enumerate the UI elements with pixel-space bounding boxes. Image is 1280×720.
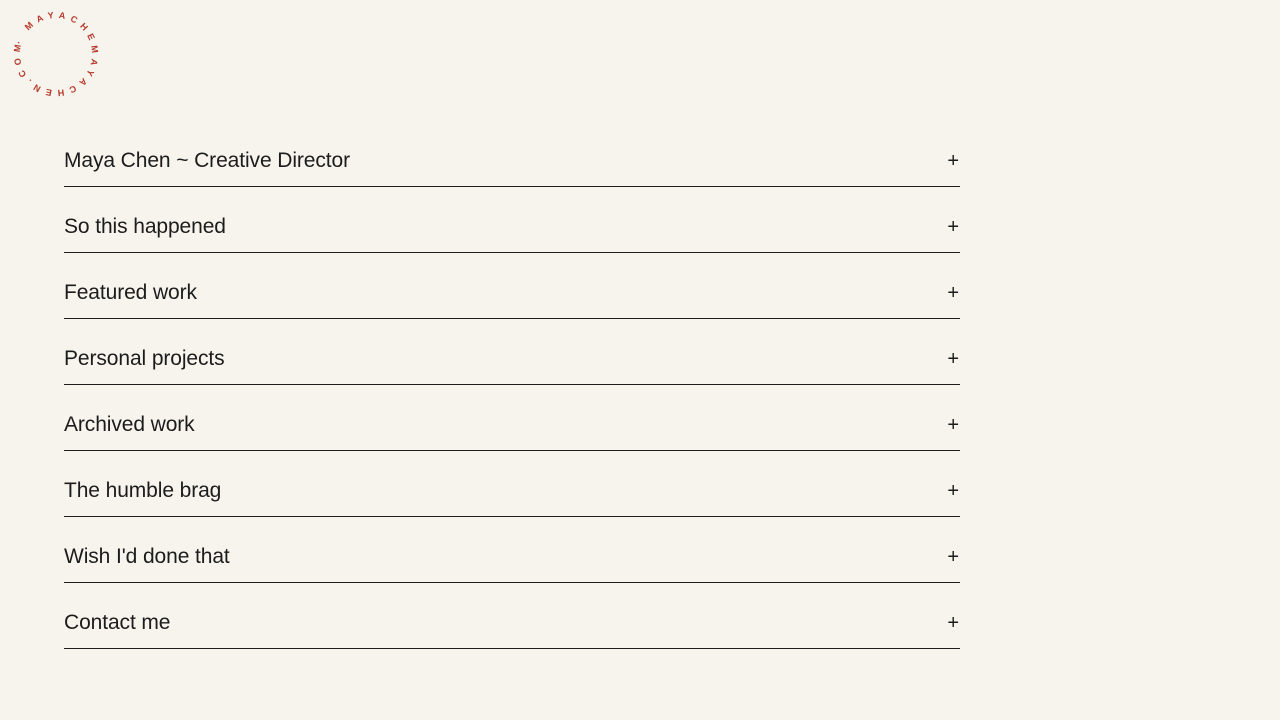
accordion-item-label: Contact me xyxy=(64,610,171,634)
accordion-item-label: Archived work xyxy=(64,412,195,436)
plus-icon[interactable]: + xyxy=(947,479,959,502)
accordion-item-featured-work[interactable]: Featured work + xyxy=(64,253,960,319)
accordion-item-the-humble-brag[interactable]: The humble brag + xyxy=(64,451,960,517)
site-logo[interactable]: · MAYACHEMAYACHEN.COM xyxy=(6,4,106,104)
accordion-item-contact-me[interactable]: Contact me + xyxy=(64,583,960,649)
plus-icon[interactable]: + xyxy=(947,281,959,304)
accordion-item-personal-projects[interactable]: Personal projects + xyxy=(64,319,960,385)
plus-icon[interactable]: + xyxy=(947,347,959,370)
plus-icon[interactable]: + xyxy=(947,413,959,436)
accordion-menu: Maya Chen ~ Creative Director + So this … xyxy=(64,121,960,649)
accordion-item-label: So this happened xyxy=(64,214,226,238)
plus-icon[interactable]: + xyxy=(947,215,959,238)
accordion-item-so-this-happened[interactable]: So this happened + xyxy=(64,187,960,253)
accordion-item-label: Personal projects xyxy=(64,346,225,370)
logo-circular-text: · MAYACHEMAYACHEN.COM xyxy=(6,4,106,104)
plus-icon[interactable]: + xyxy=(947,545,959,568)
accordion-item-archived-work[interactable]: Archived work + xyxy=(64,385,960,451)
accordion-item-maya-chen-creative-director[interactable]: Maya Chen ~ Creative Director + xyxy=(64,121,960,187)
accordion-item-label: Maya Chen ~ Creative Director xyxy=(64,148,350,172)
accordion-item-label: Wish I'd done that xyxy=(64,544,230,568)
plus-icon[interactable]: + xyxy=(947,611,959,634)
accordion-item-label: Featured work xyxy=(64,280,197,304)
accordion-item-wish-id-done-that[interactable]: Wish I'd done that + xyxy=(64,517,960,583)
plus-icon[interactable]: + xyxy=(947,149,959,172)
accordion-item-label: The humble brag xyxy=(64,478,222,502)
